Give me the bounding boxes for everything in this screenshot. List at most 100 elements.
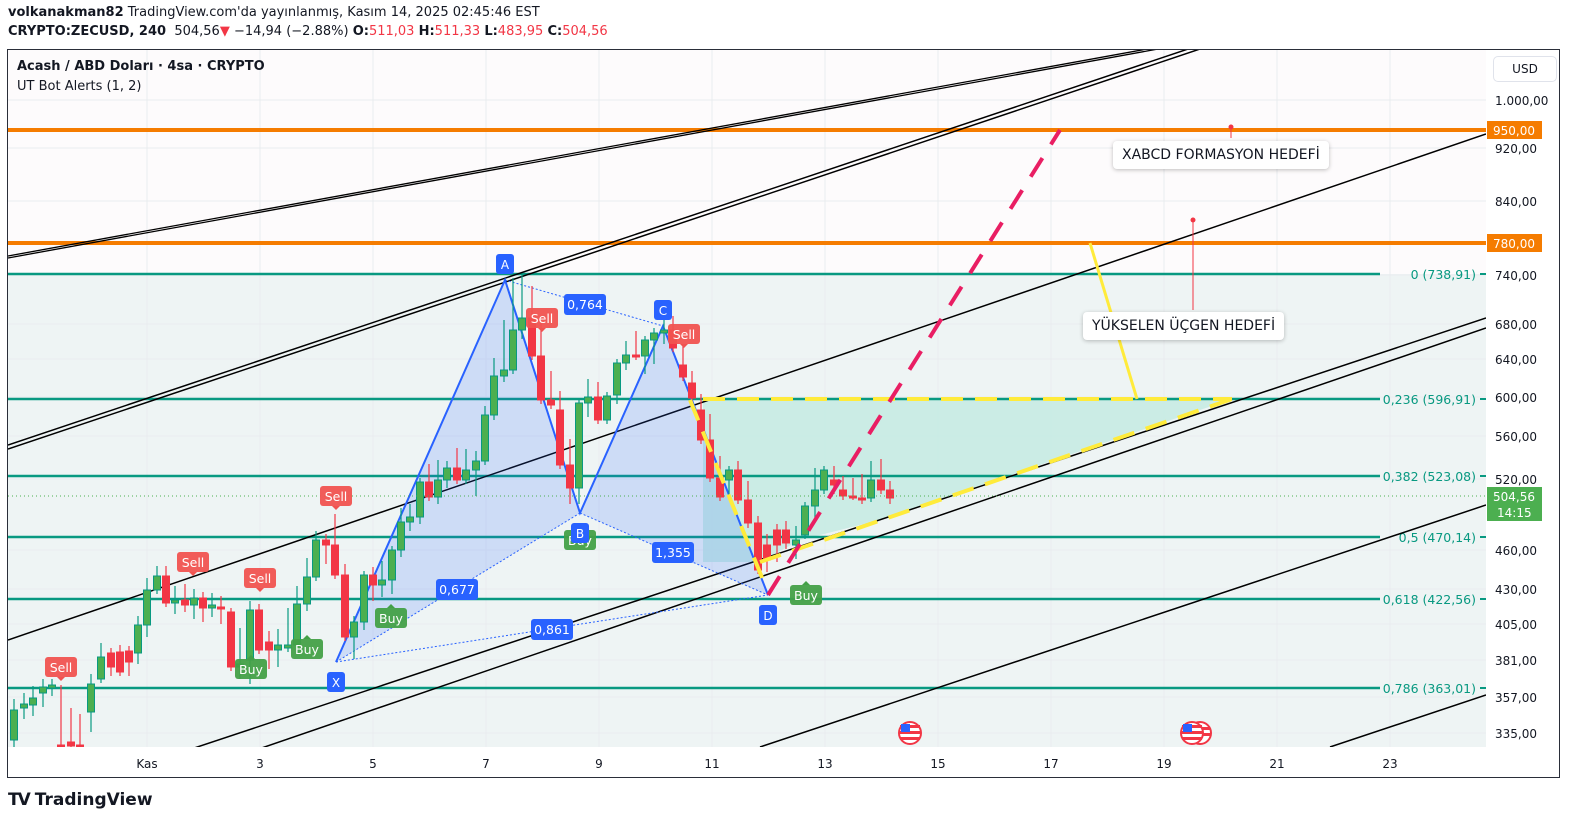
svg-text:13: 13 <box>817 757 832 771</box>
xabcd-target-callout[interactable]: XABCD FORMASYON HEDEFİ <box>1113 141 1329 169</box>
indicator-legend[interactable]: UT Bot Alerts (1, 2) <box>17 79 142 94</box>
publish-date: TradingView.com'da yayınlanmış, Kasım 14… <box>127 5 540 20</box>
buy-signal: Buy <box>291 635 323 659</box>
svg-text:0,764: 0,764 <box>567 297 603 312</box>
tradingview-footer[interactable]: TV TradingView <box>8 790 153 810</box>
svg-text:640,00: 640,00 <box>1495 353 1537 367</box>
open-label: O: <box>352 24 369 39</box>
svg-text:520,00: 520,00 <box>1495 473 1537 487</box>
svg-text:D: D <box>763 609 772 623</box>
svg-text:Sell: Sell <box>325 489 348 504</box>
svg-text:C: C <box>659 304 667 318</box>
high-value: 511,33 <box>434 24 481 39</box>
triangle-fill <box>703 399 1232 562</box>
high-label: H: <box>418 24 435 39</box>
price-axis[interactable]: 1.000,00 920,00 840,00 740,00 680,00 640,00 60… <box>1486 50 1559 747</box>
svg-text:560,00: 560,00 <box>1495 430 1537 444</box>
svg-text:335,00: 335,00 <box>1495 727 1537 741</box>
svg-text:0,618 (422,56): 0,618 (422,56) <box>1383 592 1476 607</box>
svg-text:14:15: 14:15 <box>1497 506 1532 520</box>
svg-text:Kas: Kas <box>136 757 157 771</box>
low-value: 483,95 <box>497 24 544 39</box>
svg-text:3: 3 <box>256 757 264 771</box>
svg-text:11: 11 <box>704 757 719 771</box>
svg-text:0,5 (470,14): 0,5 (470,14) <box>1399 530 1476 545</box>
svg-text:5: 5 <box>369 757 377 771</box>
svg-text:0,786 (363,01): 0,786 (363,01) <box>1383 681 1476 696</box>
svg-text:Sell: Sell <box>673 327 696 342</box>
open-value: 511,03 <box>368 24 415 39</box>
svg-text:381,00: 381,00 <box>1495 654 1537 668</box>
svg-text:460,00: 460,00 <box>1495 544 1537 558</box>
chart-legend-title[interactable]: Acash / ABD Doları · 4sa · CRYPTO <box>17 59 265 74</box>
svg-text:Buy: Buy <box>794 588 818 603</box>
buy-signal: Buy <box>790 581 822 605</box>
close-value: 504,56 <box>562 24 608 39</box>
svg-text:950,00: 950,00 <box>1493 124 1535 138</box>
svg-text:Sell: Sell <box>531 311 554 326</box>
svg-text:Sell: Sell <box>50 660 73 675</box>
svg-text:840,00: 840,00 <box>1495 195 1537 209</box>
svg-text:17: 17 <box>1043 757 1058 771</box>
svg-text:Sell: Sell <box>182 555 205 570</box>
svg-text:680,00: 680,00 <box>1495 318 1537 332</box>
tradingview-logo-icon: TV <box>8 790 31 810</box>
svg-text:A: A <box>501 258 510 272</box>
publish-info: volkanakman82 TradingView.com'da yayınla… <box>8 5 540 20</box>
symbol-ohlc-bar: CRYPTO:ZECUSD, 240 504,56▼ −14,94 (−2.88… <box>8 24 608 39</box>
svg-text:1,355: 1,355 <box>655 545 691 560</box>
svg-text:600,00: 600,00 <box>1495 391 1537 405</box>
trend-channels <box>8 50 1486 747</box>
brand-name: TradingView <box>34 790 153 810</box>
symbol-label: CRYPTO:ZECUSD, 240 <box>8 24 167 39</box>
svg-text:780,00: 780,00 <box>1493 237 1535 251</box>
price-change: −14,94 (−2.88%) <box>233 24 349 39</box>
sell-signal: Sell <box>244 568 276 592</box>
svg-text:357,00: 357,00 <box>1495 691 1537 705</box>
ascending-triangle <box>688 124 1234 597</box>
horizontal-levels <box>8 128 1486 245</box>
svg-text:430,00: 430,00 <box>1495 583 1537 597</box>
svg-text:405,00: 405,00 <box>1495 618 1537 632</box>
svg-text:B: B <box>576 527 584 541</box>
svg-text:0,382 (523,08): 0,382 (523,08) <box>1383 469 1476 484</box>
svg-text:Buy: Buy <box>239 662 263 677</box>
svg-text:15: 15 <box>930 757 945 771</box>
projection-line <box>766 128 1062 597</box>
svg-text:740,00: 740,00 <box>1495 269 1537 283</box>
buy-signal: Buy <box>235 655 267 679</box>
buy-signal: Buy <box>375 604 407 628</box>
us-flag-icon <box>898 721 922 745</box>
svg-text:Buy: Buy <box>295 642 319 657</box>
svg-text:504,56: 504,56 <box>1493 490 1535 504</box>
svg-text:920,00: 920,00 <box>1495 142 1537 156</box>
svg-text:1.000,00: 1.000,00 <box>1495 94 1548 108</box>
svg-text:Buy: Buy <box>379 611 403 626</box>
fib-lines: 0 (738,91) 0,236 (596,91) 0,382 (523,08) 0,… <box>8 267 1486 696</box>
currency-button[interactable]: USD <box>1493 56 1557 82</box>
svg-text:19: 19 <box>1156 757 1171 771</box>
sell-signal: Sell <box>526 308 558 332</box>
low-label: L: <box>484 24 498 39</box>
time-axis[interactable]: Kas 3 5 7 9 11 13 15 17 19 21 23 <box>136 757 1397 771</box>
triangle-target-callout[interactable]: YÜKSELEN ÜÇGEN HEDEFİ <box>1083 312 1285 340</box>
sell-signal: Sell <box>668 324 700 348</box>
author-name[interactable]: volkanakman82 <box>8 5 124 20</box>
candles <box>10 274 894 747</box>
svg-text:0,861: 0,861 <box>534 622 570 637</box>
svg-text:0 (738,91): 0 (738,91) <box>1411 267 1476 282</box>
svg-text:23: 23 <box>1382 757 1397 771</box>
last-price: 504,56 <box>174 24 220 39</box>
svg-text:Sell: Sell <box>249 571 272 586</box>
svg-text:9: 9 <box>595 757 603 771</box>
economic-events[interactable] <box>898 721 1212 745</box>
svg-text:21: 21 <box>1269 757 1284 771</box>
svg-text:0,236 (596,91): 0,236 (596,91) <box>1383 392 1476 407</box>
svg-text:0,677: 0,677 <box>439 582 475 597</box>
sell-signal: Sell <box>177 552 209 576</box>
pattern-labels: X A B C D 0,677 0,764 0,861 1,355 <box>327 254 777 692</box>
sell-signal: Sell <box>320 486 352 510</box>
svg-text:X: X <box>332 676 340 690</box>
svg-text:7: 7 <box>482 757 490 771</box>
